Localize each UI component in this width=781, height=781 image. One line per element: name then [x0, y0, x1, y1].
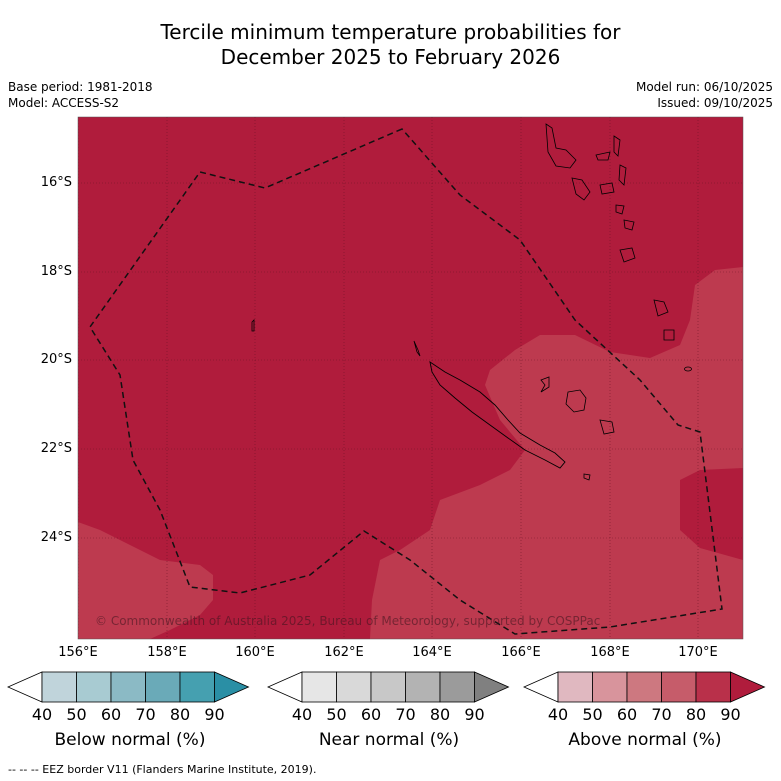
island-small-east	[684, 366, 692, 372]
colorbar-below-segment	[110, 671, 146, 703]
island-hunter	[583, 473, 591, 481]
lon-label-170e: 170°E	[678, 645, 718, 660]
probability-region-southwest	[78, 522, 213, 639]
colorbar-below-tick: 70	[135, 705, 156, 724]
colorbar-below-tick: 50	[66, 705, 87, 724]
lon-gridlines	[78, 117, 699, 639]
lat-label-20s: 20°S	[40, 352, 72, 367]
colorbar-above-segment	[661, 671, 697, 703]
colorbar-near-segment	[336, 671, 372, 703]
lat-label-22s: 22°S	[40, 441, 72, 456]
island-ouvea	[540, 376, 550, 393]
probability-region-east	[370, 267, 743, 639]
colorbar-above-low-extend	[523, 671, 559, 703]
title-line-1: Tercile minimum temperature probabilitie…	[160, 20, 621, 44]
map-title: Tercile minimum temperature probabilitie…	[0, 20, 781, 70]
model-run: Model run: 06/10/2025	[635, 80, 773, 94]
eez-footnote: -- -- -- EEZ border V11 (Flanders Marine…	[8, 763, 317, 776]
colorbar-near-low-extend	[267, 671, 303, 703]
colorbar-above-segment	[695, 671, 731, 703]
colorbar-near-segment	[439, 671, 475, 703]
base-period: Base period: 1981-2018	[8, 80, 153, 94]
colorbar-near-segment	[370, 671, 406, 703]
colorbar-above-tick: 70	[651, 705, 672, 724]
island-epi	[615, 204, 625, 215]
meta-right: Model run: 06/10/2025 Issued: 09/10/2025	[636, 79, 773, 111]
island-new-caledonia	[429, 361, 566, 469]
title-line-2: December 2025 to February 2026	[220, 45, 561, 69]
map-frame	[77, 116, 744, 640]
copyright-notice: © Commonwealth of Australia 2025, Bureau…	[95, 614, 601, 628]
lat-label-16s: 16°S	[40, 175, 72, 190]
colorbar-near-tick: 80	[429, 705, 451, 724]
lon-label-156e: 156°E	[58, 645, 98, 660]
colorbar-below-tick: 80	[169, 705, 191, 724]
colorbar-below-tick: 90	[204, 705, 225, 724]
colorbar-near-segment	[405, 671, 441, 703]
colorbar-below-low-extend	[7, 671, 43, 703]
colorbar-above-tick: 40	[547, 705, 569, 724]
lon-label-164e: 164°E	[412, 645, 452, 660]
colorbar-below-segment	[76, 671, 112, 703]
colorbar-near-tick: 60	[360, 705, 382, 724]
colorbar-above-segment	[592, 671, 628, 703]
lat-label-24s: 24°S	[40, 530, 72, 545]
colorbar-below-segment	[41, 671, 77, 703]
colorbar-above-tick: 50	[582, 705, 603, 724]
colorbar-above-tick: 80	[685, 705, 707, 724]
lon-label-162e: 162°E	[324, 645, 364, 660]
colorbar-below-high-extend	[214, 671, 250, 703]
island-erromango	[619, 247, 636, 263]
meta-left: Base period: 1981-2018 Model: ACCESS-S2	[8, 79, 153, 111]
island-pentecost	[618, 164, 627, 186]
colorbar-title-near: Near normal (%)	[318, 730, 460, 750]
model-name: Model: ACCESS-S2	[8, 96, 120, 110]
colorbar-near-segment	[301, 671, 337, 703]
lon-label-160e: 160°E	[235, 645, 275, 660]
island-lifou	[565, 389, 587, 413]
island-efate	[623, 219, 635, 231]
colorbar-title-above: Above normal (%)	[568, 730, 722, 750]
colorbars	[7, 671, 766, 703]
island-maewo	[613, 135, 621, 157]
island-belep	[413, 340, 421, 357]
colorbar-below-segment	[145, 671, 181, 703]
lon-label-168e: 168°E	[590, 645, 630, 660]
colorbar-near-tick: 70	[395, 705, 416, 724]
colorbar-above-segment	[626, 671, 662, 703]
island-espiritu-santo	[545, 123, 577, 169]
island-malekula	[571, 177, 591, 201]
island-ambrym	[599, 182, 615, 195]
colorbar-near-tick: 90	[464, 705, 485, 724]
issued-date: Issued: 09/10/2025	[657, 96, 773, 110]
eez-border	[89, 128, 723, 635]
colorbar-near-tick: 50	[326, 705, 347, 724]
colorbar-above-segment	[557, 671, 593, 703]
colorbar-title-below: Below normal (%)	[54, 730, 206, 750]
island-tanna	[653, 299, 669, 317]
colorbar-above-tick: 60	[616, 705, 638, 724]
island-mare	[599, 419, 615, 435]
colorbar-above-high-extend	[730, 671, 766, 703]
lon-label-166e: 166°E	[501, 645, 541, 660]
colorbar-below-tick: 40	[31, 705, 53, 724]
island-ambae	[595, 151, 611, 161]
colorbar-below-tick: 60	[100, 705, 122, 724]
lon-label-158e: 158°E	[147, 645, 187, 660]
lat-label-18s: 18°S	[40, 264, 72, 279]
colorbar-below-segment	[179, 671, 215, 703]
island-aneityum	[663, 329, 675, 341]
island-chesterfield	[251, 319, 255, 332]
colorbar-near-tick: 40	[291, 705, 313, 724]
colorbar-near-high-extend	[474, 671, 510, 703]
colorbar-above-tick: 90	[720, 705, 741, 724]
